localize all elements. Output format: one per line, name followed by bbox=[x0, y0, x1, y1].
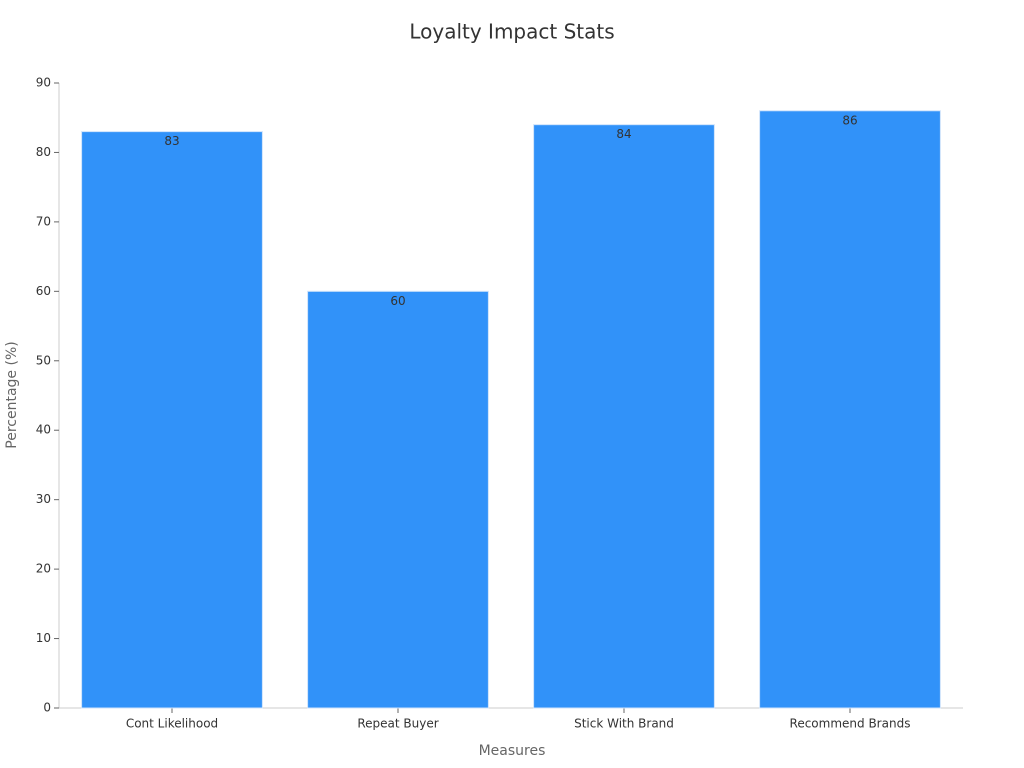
y-tick-label: 0 bbox=[43, 701, 51, 715]
bar bbox=[307, 290, 489, 709]
y-tick-label: 60 bbox=[36, 284, 51, 298]
x-tick-label: Repeat Buyer bbox=[357, 717, 438, 731]
y-axis-label: Percentage (%) bbox=[4, 341, 20, 448]
x-tick-label: Stick With Brand bbox=[574, 717, 674, 731]
bar bbox=[81, 131, 263, 709]
y-tick-label: 40 bbox=[36, 423, 51, 437]
y-tick-label: 10 bbox=[36, 631, 51, 645]
x-tick-label: Cont Likelihood bbox=[126, 717, 218, 731]
y-tick-label: 70 bbox=[36, 214, 51, 228]
value-label: 60 bbox=[390, 294, 405, 308]
y-tick-label: 20 bbox=[36, 562, 51, 576]
bar bbox=[759, 110, 941, 709]
y-tick-label: 30 bbox=[36, 492, 51, 506]
bar bbox=[533, 124, 715, 709]
value-label: 84 bbox=[616, 127, 631, 141]
y-tick-label: 50 bbox=[36, 353, 51, 367]
x-axis-label: Measures bbox=[479, 743, 546, 759]
value-label: 83 bbox=[164, 134, 179, 148]
y-tick-label: 80 bbox=[36, 145, 51, 159]
value-label: 86 bbox=[842, 113, 857, 127]
x-tick-label: Recommend Brands bbox=[790, 717, 911, 731]
chart-title: Loyalty Impact Stats bbox=[409, 20, 614, 44]
y-tick-label: 90 bbox=[36, 76, 51, 90]
